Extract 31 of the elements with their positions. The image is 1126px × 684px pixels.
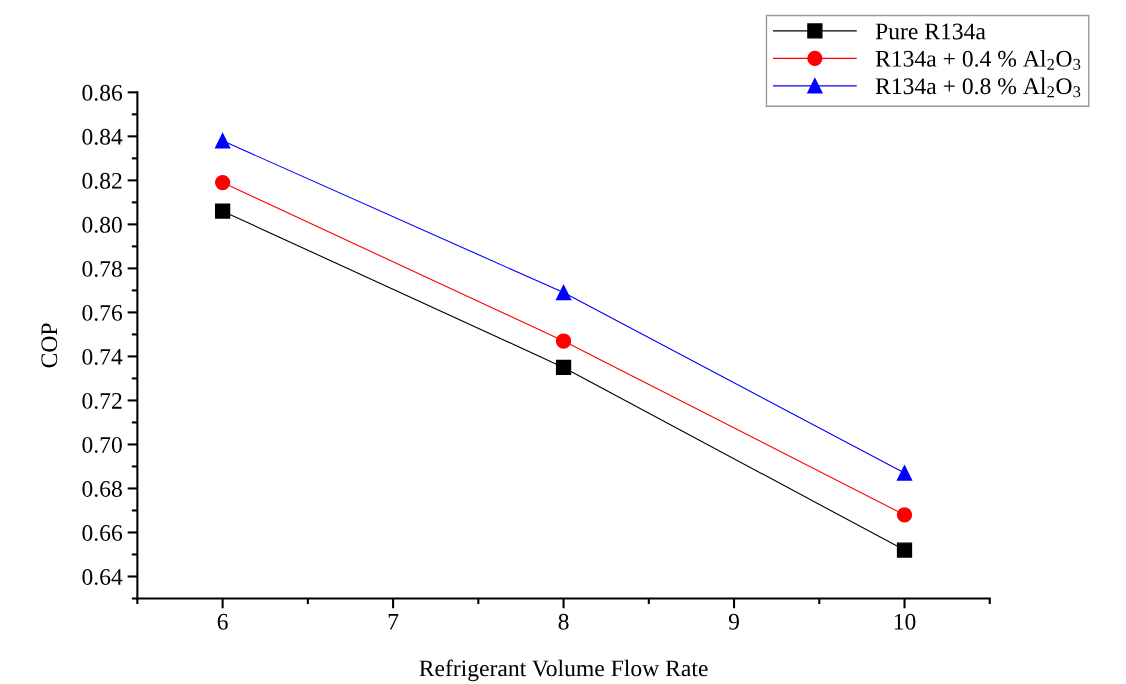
point [896,507,913,523]
point [214,203,231,219]
legend-label: Pure R134a [875,23,986,40]
y-tick-label: 0.86 [82,84,123,101]
x-axis-title: Refrigerant Volume Flow Rate [419,659,708,682]
x-tick-label: 7 [388,614,399,630]
x-tick-label: 8 [558,613,569,630]
y-tick-label: 0.68 [82,480,122,497]
y-tick-label: 0.70 [82,436,122,453]
point [214,133,231,149]
legend-label: R134a + 0.4 % Al$_{2}$O$_{3}$ [875,50,1081,70]
y-tick-label: 0.76 [82,304,123,321]
point [896,465,913,481]
point [555,359,572,376]
x-tick-label: 9 [728,613,739,630]
y-tick-label: 0.78 [82,260,122,277]
x-tick-label: 10 [894,613,916,630]
y-axis-title: COP [41,323,58,368]
y-tick-label: 0.84 [82,128,123,145]
y-tick-label: 0.80 [82,216,122,233]
point [555,284,572,301]
y-tick-label: 0.64 [82,568,123,586]
y-tick-label: 0.66 [82,524,123,542]
x-tick-label: 6 [217,613,228,630]
legend-label: R134a + 0.8 % Al$_{2}$O$_{3}$ [875,77,1081,98]
point [896,542,913,558]
y-tick-label: 0.72 [82,392,122,409]
y-tick-label: 0.74 [82,348,123,365]
point [555,333,572,349]
y-tick-label: 0.82 [82,172,122,189]
point [214,174,231,191]
